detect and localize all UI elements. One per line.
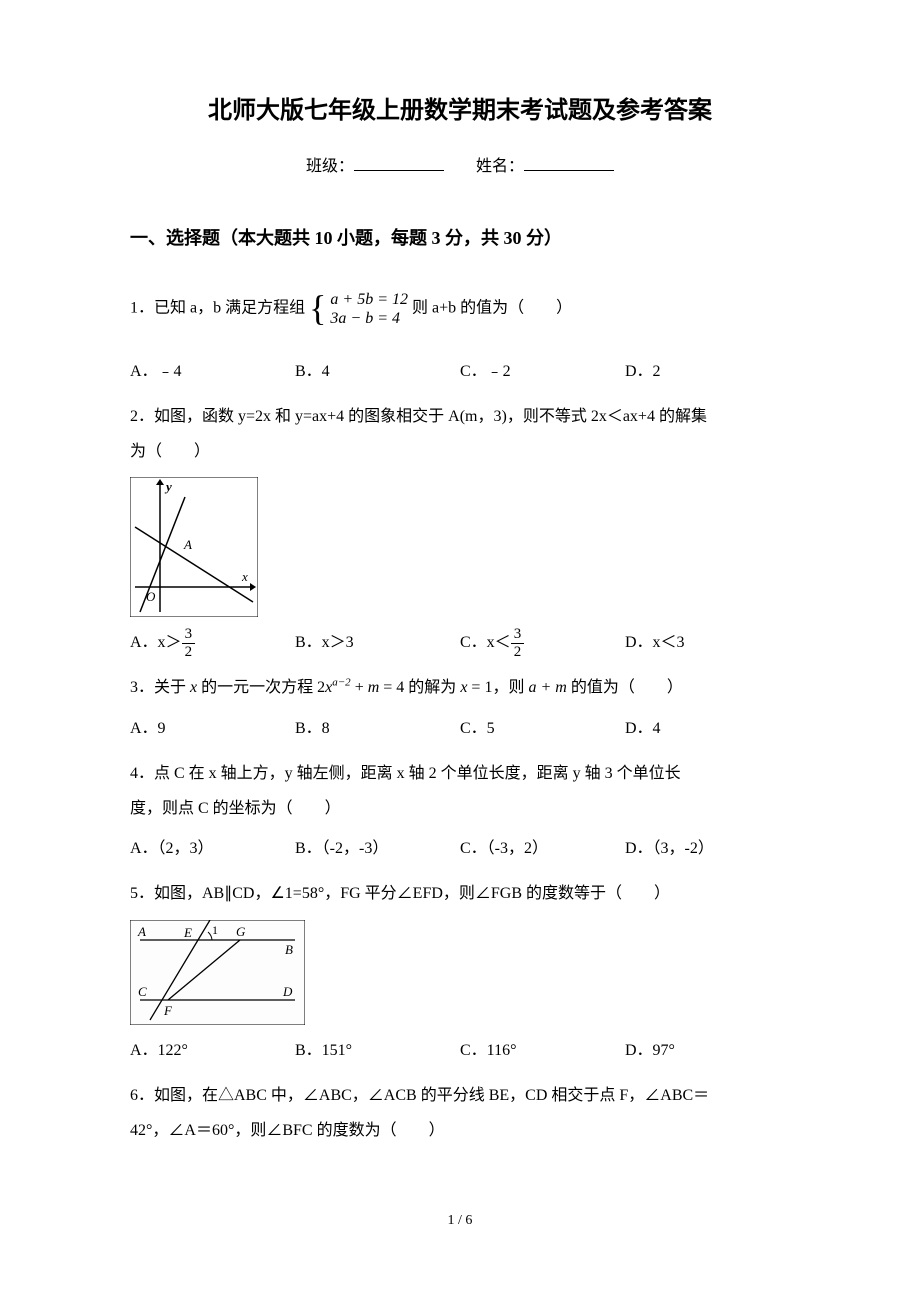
svg-text:C: C [138, 984, 147, 999]
class-label: 班级： [306, 158, 354, 175]
svg-text:F: F [163, 1003, 173, 1018]
q1-option-c[interactable]: C．﹣2 [460, 354, 625, 389]
q2-graph: y x O A [130, 477, 258, 617]
q3-option-c[interactable]: C．5 [460, 711, 625, 746]
header-row: 班级： 姓名： [130, 153, 790, 182]
q1-option-b[interactable]: B．4 [295, 354, 460, 389]
q2-optC-pre: C．x＜ [460, 634, 511, 651]
q5-option-b[interactable]: B．151° [295, 1033, 460, 1068]
q4-line1: 4．点 C 在 x 轴上方，y 轴左侧，距离 x 轴 2 个单位长度，距离 y … [130, 756, 790, 791]
q1-prefix: 1．已知 a，b 满足方程组 [130, 300, 305, 317]
svg-text:A: A [137, 924, 146, 939]
question-5: 5．如图，AB∥CD，∠1=58°，FG 平分∠EFD，则∠FGB 的度数等于（… [130, 876, 790, 1067]
svg-text:E: E [183, 925, 192, 940]
q6-line1: 6．如图，在△ABC 中，∠ABC，∠ACB 的平分线 BE，CD 相交于点 F… [130, 1078, 790, 1113]
q5-option-c[interactable]: C．116° [460, 1033, 625, 1068]
name-blank[interactable] [524, 155, 614, 171]
doc-title: 北师大版七年级上册数学期末考试题及参考答案 [130, 90, 790, 133]
svg-text:O: O [146, 589, 156, 604]
q1-eq1: a + 5b = 12 [330, 291, 408, 308]
question-2: 2．如图，函数 y=2x 和 y=ax+4 的图象相交于 A(m，3)，则不等式… [130, 399, 790, 661]
page-number: 1 / 6 [130, 1208, 790, 1233]
q2-option-a[interactable]: A．x＞32 [130, 625, 295, 660]
q4-option-a[interactable]: A．（2，3） [130, 831, 295, 866]
q2-option-c[interactable]: C．x＜32 [460, 625, 625, 660]
q1-eq2: 3a − b = 4 [330, 310, 400, 327]
svg-text:A: A [183, 537, 192, 552]
q2-line1: 2．如图，函数 y=2x 和 y=ax+4 的图象相交于 A(m，3)，则不等式… [130, 399, 790, 434]
q5-text: 5．如图，AB∥CD，∠1=58°，FG 平分∠EFD，则∠FGB 的度数等于（… [130, 876, 790, 911]
q2-option-d[interactable]: D．x＜3 [625, 625, 790, 660]
class-blank[interactable] [354, 155, 444, 171]
q1-option-d[interactable]: D．2 [625, 354, 790, 389]
question-4: 4．点 C 在 x 轴上方，y 轴左侧，距离 x 轴 2 个单位长度，距离 y … [130, 756, 790, 867]
svg-text:1: 1 [212, 923, 218, 937]
q1-suffix: 则 a+b 的值为（ ） [412, 300, 572, 317]
q1-equation-system: { a + 5b = 12 3a − b = 4 [309, 269, 408, 348]
q2-line2: 为（ ） [130, 434, 790, 469]
q1-option-a[interactable]: A．﹣4 [130, 354, 295, 389]
svg-text:B: B [285, 942, 293, 957]
q3-option-b[interactable]: B．8 [295, 711, 460, 746]
q5-option-a[interactable]: A．122° [130, 1033, 295, 1068]
question-6: 6．如图，在△ABC 中，∠ABC，∠ACB 的平分线 BE，CD 相交于点 F… [130, 1078, 790, 1148]
q4-option-b[interactable]: B．（-2，-3） [295, 831, 460, 866]
q5-graph: A B C D E F G 1 [130, 920, 305, 1025]
question-1: 1．已知 a，b 满足方程组 { a + 5b = 12 3a − b = 4 … [130, 269, 790, 388]
svg-text:y: y [164, 479, 172, 494]
q2-optA-pre: A．x＞ [130, 634, 182, 651]
svg-text:G: G [236, 924, 246, 939]
svg-text:x: x [241, 569, 248, 584]
question-3: 3．关于 x 的一元一次方程 2xa−2 + m = 4 的解为 x = 1，则… [130, 670, 790, 745]
q5-option-d[interactable]: D．97° [625, 1033, 790, 1068]
q4-option-c[interactable]: C．（-3，2） [460, 831, 625, 866]
section-1-header: 一、选择题（本大题共 10 小题，每题 3 分，共 30 分） [130, 222, 790, 254]
q2-option-b[interactable]: B．x＞3 [295, 625, 460, 660]
q4-line2: 度，则点 C 的坐标为（ ） [130, 791, 790, 826]
q3-option-a[interactable]: A．9 [130, 711, 295, 746]
q4-option-d[interactable]: D．（3，-2） [625, 831, 790, 866]
svg-text:D: D [282, 984, 293, 999]
q3-option-d[interactable]: D．4 [625, 711, 790, 746]
q6-line2: 42°，∠A＝60°，则∠BFC 的度数为（ ） [130, 1113, 790, 1148]
name-label: 姓名： [476, 158, 524, 175]
q3-text: 3．关于 x 的一元一次方程 2xa−2 + m = 4 的解为 x = 1，则… [130, 670, 790, 705]
